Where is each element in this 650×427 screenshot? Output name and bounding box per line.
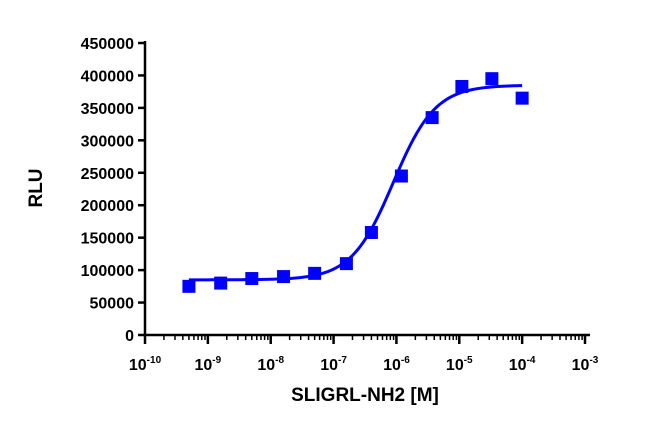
y-tick-label: 450000 <box>81 36 134 53</box>
data-point <box>455 79 469 93</box>
y-tick-label: 150000 <box>81 231 134 248</box>
data-point <box>245 272 259 286</box>
data-point <box>364 225 378 239</box>
x-tick-label: 10-7 <box>320 355 347 374</box>
data-point <box>515 91 529 105</box>
data-point <box>394 169 408 183</box>
x-tick-label: 10-6 <box>383 355 410 374</box>
x-tick-label: 10-5 <box>446 355 473 374</box>
x-tick-label: 10-10 <box>129 355 162 374</box>
data-point <box>339 257 353 271</box>
y-ticks: 0 50000 100000 150000 200000 250000 300000 3500… <box>81 36 145 345</box>
x-tick-label: 10-9 <box>195 355 222 374</box>
y-tick-label: 400000 <box>81 68 134 85</box>
data-point <box>425 111 439 125</box>
axes <box>143 41 590 337</box>
data-point <box>214 276 228 290</box>
y-tick-label: 250000 <box>81 166 134 183</box>
x-tick-label: 10-8 <box>257 355 284 374</box>
y-tick-label: 200000 <box>81 198 134 215</box>
x-axis-title: SLIGRL-NH2 [M] <box>291 385 439 406</box>
data-point <box>182 279 196 293</box>
y-axis-title: RLU <box>26 168 47 207</box>
y-tick-label: 300000 <box>81 133 134 150</box>
x-tick-label: 10-4 <box>509 355 536 374</box>
data-point <box>308 266 322 280</box>
data-points <box>182 72 529 293</box>
data-point <box>277 270 291 284</box>
x-ticks: 10-10 10-9 10-8 10-7 10-6 10-5 10-4 10-3 <box>129 335 599 374</box>
fit-curve <box>188 84 523 282</box>
y-tick-label: 100000 <box>81 263 134 280</box>
y-tick-label: 350000 <box>81 101 134 118</box>
y-tick-label: 50000 <box>90 296 135 313</box>
x-tick-label: 10-3 <box>572 355 599 374</box>
data-point <box>485 72 499 86</box>
y-tick-label: 0 <box>125 328 134 345</box>
